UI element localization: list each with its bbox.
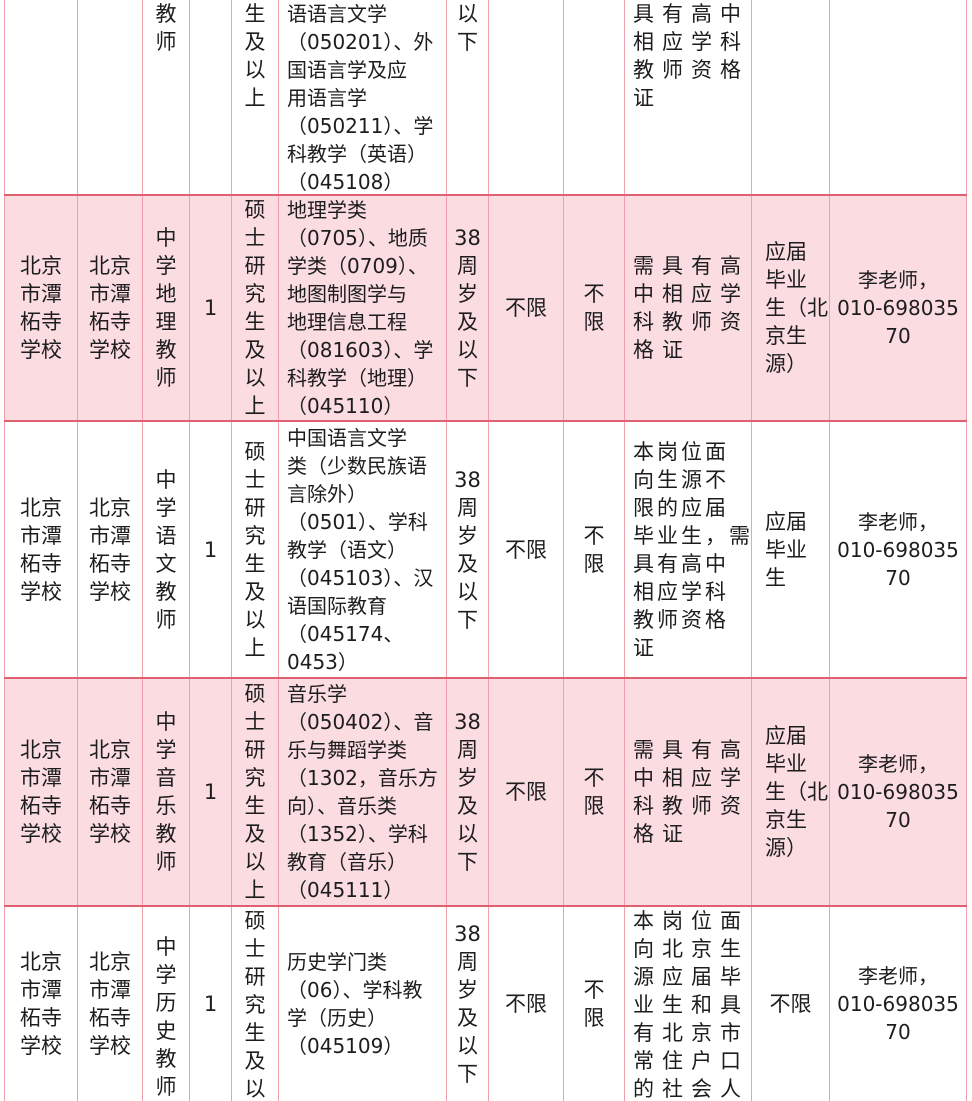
cell-restriction-2: 不 限 — [564, 907, 625, 1101]
cell-restriction-1: 不限 — [489, 196, 564, 420]
cell-restriction-2: 不 限 — [564, 196, 625, 420]
cell-restriction-2: 不 限 — [564, 679, 625, 905]
cell-position: 中 学 音 乐 教 师 — [143, 679, 190, 905]
cell-employer: 北京 市潭 柘寺 学校 — [4, 196, 78, 420]
cell-contact: 李老师， 010-698035 70 — [830, 679, 967, 905]
table-row: 北京 市潭 柘寺 学校 北京 市潭 柘寺 学校 中 学 地 理 教 师 1 硕 … — [4, 194, 967, 420]
cell-age: 以 下 — [447, 0, 489, 194]
cell-degree: 硕 士 研 究 生 及 以 上 — [232, 679, 279, 905]
cell-degree: 生 及 以 上 — [232, 0, 279, 194]
cell-school: 北京 市潭 柘寺 学校 — [78, 679, 143, 905]
cell-restriction-1: 不限 — [489, 422, 564, 677]
cell-employer: 北京 市潭 柘寺 学校 — [4, 679, 78, 905]
cell-age: 38 周 岁 及 以 下 — [447, 679, 489, 905]
table-row: 北京 市潭 柘寺 学校 北京 市潭 柘寺 学校 中 学 语 文 教 师 1 硕 … — [4, 420, 967, 677]
cell-restriction-1: 不限 — [489, 679, 564, 905]
cell-headcount: 1 — [190, 196, 232, 420]
cell-headcount: 1 — [190, 679, 232, 905]
cell-school: 北京 市潭 柘寺 学校 — [78, 907, 143, 1101]
cell-major: 地理学类 （0705）、地质 学类（0709）、 地图制图学与 地理信息工程 （… — [279, 196, 447, 420]
cell-remark: 具有高中 相应学科 教师资格 证 — [625, 0, 752, 194]
cell-degree: 硕 士 研 究 生 及 以 — [232, 907, 279, 1101]
cell-age: 38 周 岁 及 以 下 — [447, 907, 489, 1101]
cell-degree: 硕 士 研 究 生 及 以 上 — [232, 196, 279, 420]
cell-contact — [830, 0, 967, 194]
cell-major: 语语言文学 （050201）、外 国语言学及应 用语言学 （050211）、学 … — [279, 0, 447, 194]
cell-graduate-type — [752, 0, 830, 194]
cell-graduate-type: 应届 毕业 生（北 京生 源） — [752, 196, 830, 420]
cell-major: 音乐学 （050402）、音 乐与舞蹈学类 （1302，音乐方 向）、音乐类 （… — [279, 679, 447, 905]
cell-position: 中 学 地 理 教 师 — [143, 196, 190, 420]
recruitment-table: 教 师 生 及 以 上 语语言文学 （050201）、外 国语言学及应 用语言学… — [4, 0, 967, 1101]
cell-graduate-type: 不限 — [752, 907, 830, 1101]
cell-restriction-1 — [489, 0, 564, 194]
cell-position: 教 师 — [143, 0, 190, 194]
cell-degree: 硕 士 研 究 生 及 以 上 — [232, 422, 279, 677]
cell-employer — [4, 0, 78, 194]
cell-remark: 需具有高 中相应学 科教师资 格证 — [625, 196, 752, 420]
cell-school: 北京 市潭 柘寺 学校 — [78, 196, 143, 420]
cell-school: 北京 市潭 柘寺 学校 — [78, 422, 143, 677]
cell-restriction-1: 不限 — [489, 907, 564, 1101]
cell-contact: 李老师， 010-698035 70 — [830, 422, 967, 677]
cell-headcount — [190, 0, 232, 194]
cell-graduate-type: 应届 毕业 生（北 京生 源） — [752, 679, 830, 905]
cell-contact: 李老师， 010-698035 70 — [830, 907, 967, 1101]
table-row: 教 师 生 及 以 上 语语言文学 （050201）、外 国语言学及应 用语言学… — [4, 0, 967, 194]
cell-remark: 本岗位面 向生源不 限的应届 毕业生，需 具有高中 相应学科 教师资格 证 — [625, 422, 752, 677]
cell-employer: 北京 市潭 柘寺 学校 — [4, 907, 78, 1101]
cell-headcount: 1 — [190, 422, 232, 677]
cell-employer: 北京 市潭 柘寺 学校 — [4, 422, 78, 677]
cell-school — [78, 0, 143, 194]
cell-contact: 李老师， 010-698035 70 — [830, 196, 967, 420]
cell-remark: 本岗位面 向北京生 源应届毕 业生和具 有北京市 常住户口 的社会人 — [625, 907, 752, 1101]
cell-position: 中 学 语 文 教 师 — [143, 422, 190, 677]
cell-remark: 需具有高 中相应学 科教师资 格证 — [625, 679, 752, 905]
cell-major: 中国语言文学 类（少数民族语 言除外） （0501）、学科 教学（语文） （04… — [279, 422, 447, 677]
cell-age: 38 周 岁 及 以 下 — [447, 196, 489, 420]
cell-restriction-2: 不 限 — [564, 422, 625, 677]
table-row: 北京 市潭 柘寺 学校 北京 市潭 柘寺 学校 中 学 音 乐 教 师 1 硕 … — [4, 677, 967, 905]
cell-age: 38 周 岁 及 以 下 — [447, 422, 489, 677]
cell-major: 历史学门类 （06）、学科教 学（历史） （045109） — [279, 907, 447, 1101]
cell-position: 中 学 历 史 教 师 — [143, 907, 190, 1101]
table-row: 北京 市潭 柘寺 学校 北京 市潭 柘寺 学校 中 学 历 史 教 师 1 硕 … — [4, 905, 967, 1101]
cell-graduate-type: 应届 毕业 生 — [752, 422, 830, 677]
cell-restriction-2 — [564, 0, 625, 194]
cell-headcount: 1 — [190, 907, 232, 1101]
